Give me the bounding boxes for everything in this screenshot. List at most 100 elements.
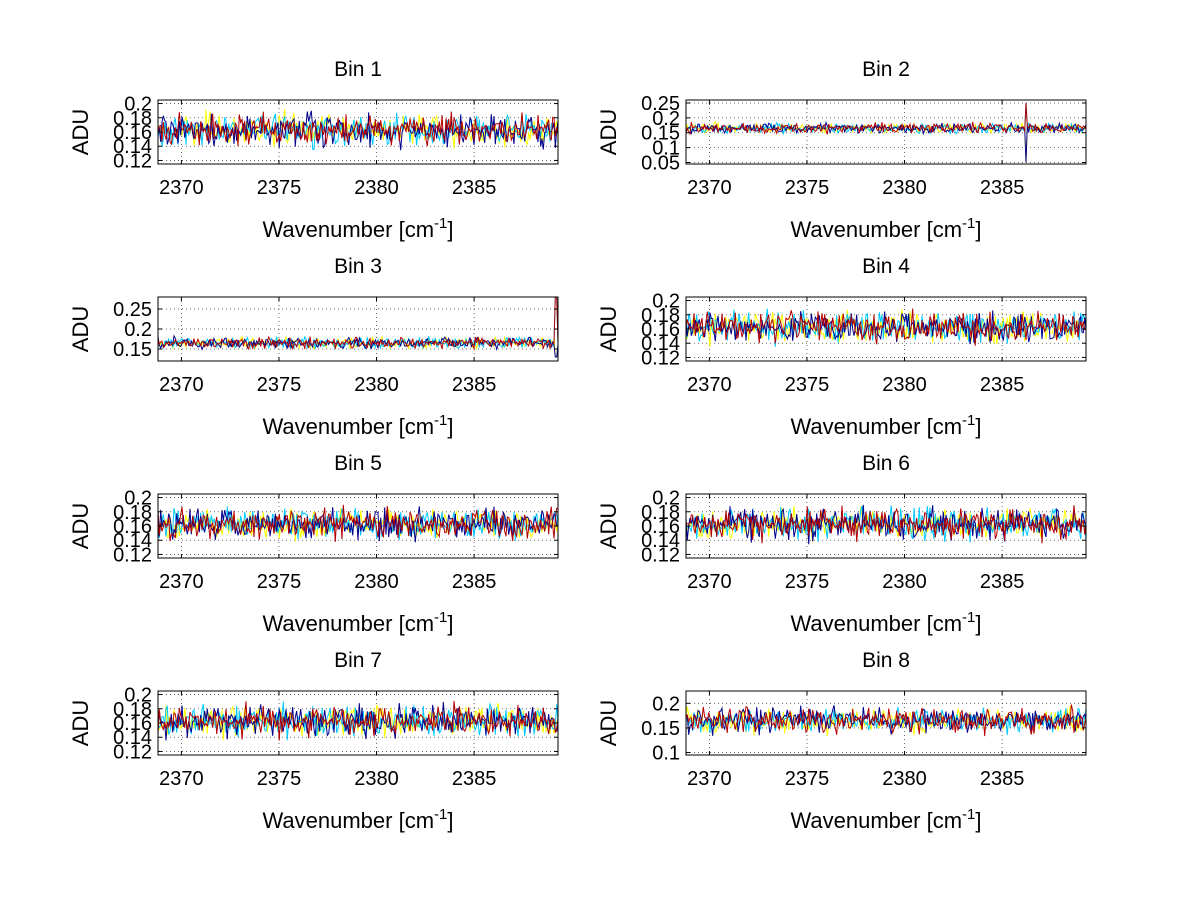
x-tick-label: 2385 [452, 177, 497, 199]
x-tick-label: 2375 [785, 177, 830, 199]
x-axis-label-main: Wavenumber [cm [790, 414, 962, 439]
y-tick-label: 0.16 [113, 122, 152, 144]
series-line-4 [686, 308, 1086, 346]
y-tick-label: 0.16 [113, 713, 152, 735]
y-tick-label: 0.18 [641, 502, 680, 524]
x-tick-label: 2375 [257, 374, 302, 396]
x-axis-label: Wavenumber [cm-1] [790, 806, 981, 833]
x-axis-label-superscript: -1 [434, 412, 447, 429]
x-tick-label: 2380 [354, 768, 399, 790]
y-tick-label: 0.16 [641, 319, 680, 341]
x-tick-label: 2370 [159, 768, 204, 790]
x-tick-label: 2380 [882, 374, 927, 396]
series-line-2 [686, 505, 1086, 543]
x-axis-label-main: Wavenumber [cm [262, 808, 434, 833]
x-tick-label: 2375 [785, 374, 830, 396]
x-tick-label: 2370 [687, 768, 732, 790]
x-tick-label: 2375 [257, 177, 302, 199]
x-tick-label: 2380 [882, 768, 927, 790]
x-tick-label: 2370 [159, 177, 204, 199]
x-tick-label: 2375 [257, 768, 302, 790]
series-line-2 [158, 112, 558, 151]
y-tick-label: 0.12 [641, 544, 680, 566]
y-tick-label: 0.14 [113, 727, 152, 749]
subplot-title: Bin 3 [334, 255, 382, 278]
x-axis-label: Wavenumber [cm-1] [790, 609, 981, 636]
y-tick-label: 0.2 [652, 108, 680, 130]
y-tick-label: 0.25 [641, 93, 680, 115]
x-axis-label: Wavenumber [cm-1] [262, 609, 453, 636]
subplot-title: Bin 2 [862, 58, 910, 81]
y-tick-label: 0.2 [124, 488, 152, 510]
subplot-title: Bin 5 [334, 452, 382, 475]
x-tick-label: 2380 [882, 177, 927, 199]
trace-group [686, 504, 1086, 545]
y-tick-label: 0.15 [641, 123, 680, 145]
subplot-bin-4: 2370 2375 2380 2385 0.120.140.160.180.2 Bin 4… [596, 255, 1087, 439]
y-tick-label: 0.12 [113, 150, 152, 172]
trace-group [158, 504, 558, 543]
subplot-title: Bin 6 [862, 452, 910, 475]
x-axis-label-end: ] [975, 217, 981, 242]
y-tick-label: 0.18 [113, 502, 152, 524]
series-line-3 [686, 504, 1086, 545]
y-tick-label: 0.18 [641, 305, 680, 327]
x-axis-label-main: Wavenumber [cm [262, 414, 434, 439]
trace-group [158, 297, 558, 358]
x-tick-label: 2385 [452, 374, 497, 396]
y-tick-label: 0.2 [124, 685, 152, 707]
x-axis-label: Wavenumber [cm-1] [262, 412, 453, 439]
y-tick-label: 0.15 [641, 718, 680, 740]
x-tick-label: 2370 [159, 374, 204, 396]
x-tick-label: 2380 [354, 571, 399, 593]
x-tick-label: 2380 [354, 177, 399, 199]
y-tick-label: 0.2 [124, 94, 152, 116]
x-axis-label-superscript: -1 [434, 806, 447, 823]
x-axis-label-main: Wavenumber [cm [262, 611, 434, 636]
y-axis-label: ADU [596, 700, 621, 746]
x-tick-label: 2375 [785, 571, 830, 593]
y-tick-label: 0.2 [124, 319, 152, 341]
x-axis-label: Wavenumber [cm-1] [790, 215, 981, 242]
x-tick-label: 2370 [687, 571, 732, 593]
subplot-bin-2: 2370 2375 2380 2385 0.050.10.150.20.25 Bin 2 W… [596, 58, 1087, 242]
y-axis-label: ADU [68, 503, 93, 549]
x-axis-label: Wavenumber [cm-1] [790, 412, 981, 439]
x-axis-label-end: ] [447, 217, 453, 242]
x-axis-label-superscript: -1 [962, 609, 975, 626]
trace-group [686, 704, 1086, 737]
y-tick-label: 0.16 [113, 516, 152, 538]
x-tick-label: 2385 [980, 374, 1025, 396]
subplot-title: Bin 1 [334, 58, 382, 81]
series-line-4 [158, 504, 558, 542]
y-tick-label: 0.14 [113, 136, 152, 158]
x-tick-label: 2370 [687, 177, 732, 199]
subplot-bin-7: 2370 2375 2380 2385 0.120.140.160.180.2 Bin 7… [68, 649, 559, 833]
x-axis-label-main: Wavenumber [cm [790, 611, 962, 636]
x-axis-label-end: ] [975, 611, 981, 636]
x-tick-label: 2380 [354, 374, 399, 396]
y-axis-label: ADU [596, 306, 621, 352]
x-axis-label-superscript: -1 [434, 215, 447, 232]
series-line-4 [158, 111, 558, 147]
y-tick-label: 0.18 [113, 108, 152, 130]
x-axis-label-superscript: -1 [962, 215, 975, 232]
subplot-title: Bin 8 [862, 649, 910, 672]
subplot-title: Bin 7 [334, 649, 382, 672]
y-tick-label: 0.1 [652, 743, 680, 765]
y-tick-label: 0.18 [113, 699, 152, 721]
y-axis-label: ADU [68, 109, 93, 155]
trace-group [686, 308, 1086, 347]
series-line-4 [158, 700, 558, 741]
trace-group [158, 109, 558, 151]
x-axis-label-end: ] [447, 414, 453, 439]
y-axis-label: ADU [596, 109, 621, 155]
x-tick-label: 2385 [980, 571, 1025, 593]
x-tick-label: 2385 [980, 768, 1025, 790]
series-line-4 [686, 102, 1086, 136]
y-tick-label: 0.15 [113, 339, 152, 361]
x-axis-label-superscript: -1 [962, 412, 975, 429]
series-line-3 [158, 334, 558, 358]
trace-group [158, 700, 558, 741]
